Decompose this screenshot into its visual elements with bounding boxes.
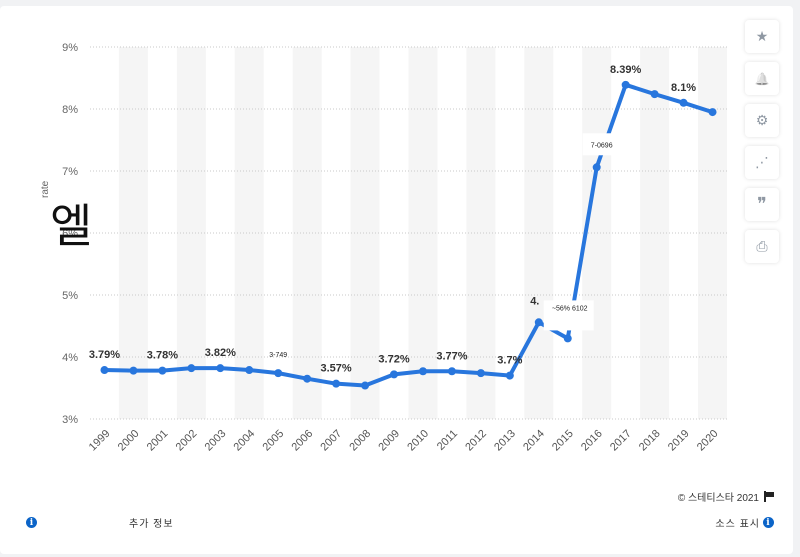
- data-point: [679, 98, 688, 107]
- data-point: [650, 90, 659, 99]
- y-tick-label: 8%: [62, 104, 78, 116]
- data-point: [621, 80, 630, 89]
- data-point: [332, 379, 341, 388]
- data-label: 3.79%: [89, 349, 120, 361]
- x-tick-label: 2013: [492, 428, 518, 454]
- data-label: 8.39%: [610, 64, 641, 76]
- toolbar: ★ 🔔 ⚙ ⋰ ❞ ⎙: [745, 20, 779, 263]
- x-tick-label: 2006: [289, 428, 315, 454]
- grid-band: [350, 47, 380, 419]
- data-point: [418, 367, 427, 376]
- print-button[interactable]: ⎙: [745, 230, 779, 263]
- info-icon: i: [26, 517, 37, 528]
- x-tick-label: 2017: [608, 428, 634, 454]
- more-info-label: 추가 정보: [129, 519, 174, 530]
- data-point: [592, 163, 601, 172]
- y-tick-label: 4%: [62, 352, 78, 364]
- data-point: [534, 318, 543, 327]
- data-point: [274, 369, 283, 378]
- data-point: [129, 366, 138, 375]
- share-button[interactable]: ⋰: [745, 146, 779, 179]
- y-axis-label: rate: [40, 180, 51, 198]
- x-tick-label: 2012: [463, 428, 489, 454]
- data-point: [100, 366, 109, 375]
- data-label: 3.57%: [321, 363, 352, 375]
- y-tick-label: 7%: [62, 166, 78, 178]
- x-tick-label: 2009: [376, 428, 402, 454]
- data-point: [158, 366, 167, 375]
- x-tick-label: 2014: [521, 428, 547, 454]
- x-tick-label: 1999: [87, 428, 113, 454]
- data-point: [303, 374, 312, 383]
- bell-icon: 🔔: [754, 71, 770, 86]
- overlay-glyph: 엘: [50, 199, 93, 253]
- label-mask: [543, 300, 594, 331]
- x-tick-label: 2015: [550, 428, 576, 454]
- label-mask: [582, 133, 617, 156]
- star-icon: ★: [755, 28, 769, 44]
- grid-band: [176, 47, 206, 419]
- show-source-label: 소스 표시: [715, 519, 760, 530]
- flag-icon: [764, 491, 774, 502]
- x-tick-label: 2001: [145, 428, 171, 454]
- x-tick-label: 2008: [347, 428, 373, 454]
- data-label: 3.72%: [378, 353, 409, 365]
- y-tick-label: 3%: [62, 414, 78, 426]
- notification-button[interactable]: 🔔: [745, 62, 779, 95]
- favorite-button[interactable]: ★: [745, 20, 779, 53]
- info-icon: i: [763, 517, 774, 528]
- data-label: 4.: [530, 295, 539, 307]
- data-point: [245, 366, 254, 375]
- data-point: [187, 364, 196, 373]
- data-point: [216, 364, 225, 373]
- show-source-link[interactable]: 소스 표시 i: [715, 515, 774, 530]
- x-tick-label: 2011: [435, 428, 460, 453]
- data-point: [476, 369, 485, 378]
- data-label: 8.1%: [671, 82, 696, 94]
- y-tick-label: 5%: [62, 290, 78, 302]
- data-label: 3.82%: [205, 347, 236, 359]
- gear-icon: ⚙: [755, 112, 769, 128]
- x-tick-label: 2000: [116, 428, 142, 454]
- data-point: [447, 367, 456, 376]
- data-label: 3-749: [269, 352, 287, 359]
- settings-button[interactable]: ⚙: [745, 104, 779, 137]
- x-tick-label: 2004: [232, 428, 258, 454]
- data-point: [505, 371, 514, 380]
- x-tick-label: 2007: [318, 428, 344, 454]
- copyright[interactable]: © 스테티스타 2021: [678, 489, 774, 504]
- x-tick-label: 2005: [261, 428, 287, 454]
- print-icon: ⎙: [756, 238, 768, 254]
- y-tick-label: 9%: [62, 42, 78, 54]
- data-point: [708, 108, 717, 117]
- x-tick-label: 2002: [174, 428, 200, 454]
- x-tick-label: 2003: [203, 428, 229, 454]
- data-label: 3.77%: [436, 350, 467, 362]
- x-tick-label: 2016: [579, 428, 605, 454]
- series-line: [102, 82, 715, 388]
- x-tick-label: 2019: [666, 428, 692, 454]
- data-point: [361, 381, 370, 390]
- grid-band: [408, 47, 438, 419]
- data-label: 3.7%: [497, 355, 522, 367]
- data-label: ~56% 6102: [552, 305, 588, 312]
- data-point: [390, 370, 399, 379]
- data-label: 7-0696: [591, 142, 613, 149]
- quote-icon: ❞: [757, 194, 767, 214]
- share-icon: ⋰: [755, 154, 769, 170]
- grid-band: [524, 47, 554, 419]
- x-tick-label: 2018: [637, 428, 663, 454]
- copyright-text: © 스테티스타 2021: [677, 493, 759, 504]
- more-info-link[interactable]: i 추가 정보: [26, 515, 174, 530]
- data-label: 3.78%: [147, 350, 178, 362]
- data-point: [563, 334, 572, 343]
- y-tick-label: 6%: [62, 228, 78, 240]
- x-tick-label: 2010: [405, 428, 431, 454]
- x-tick-label: 2020: [695, 428, 721, 454]
- cite-button[interactable]: ❞: [745, 188, 779, 221]
